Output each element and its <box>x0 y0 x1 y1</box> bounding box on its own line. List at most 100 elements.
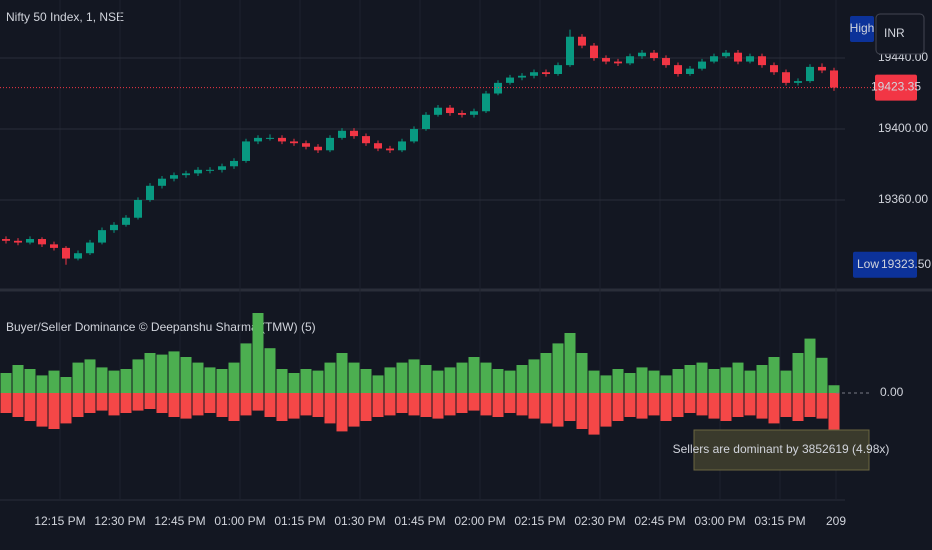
volume-bar <box>648 393 660 416</box>
candle-body <box>266 137 274 139</box>
volume-bar <box>336 353 348 393</box>
candle-body <box>14 240 22 243</box>
volume-bar <box>492 393 504 417</box>
volume-bar <box>96 367 108 393</box>
volume-bar <box>132 393 144 411</box>
volume-bar <box>444 393 456 416</box>
volume-bar <box>240 393 252 416</box>
candle-body <box>518 75 526 78</box>
volume-bar <box>252 313 264 393</box>
volume-bar <box>492 369 504 393</box>
volume-bar <box>456 362 468 393</box>
candle-body <box>350 130 358 137</box>
volume-bar <box>528 393 540 419</box>
low-box <box>853 251 917 278</box>
volume-bar <box>72 393 84 417</box>
candle-body <box>134 199 142 218</box>
x-tick-label: 02:45 PM <box>634 514 685 528</box>
volume-bar <box>180 357 192 393</box>
volume-bar <box>48 393 60 429</box>
volume-bar <box>228 362 240 393</box>
x-tick-label: 03:15 PM <box>754 514 805 528</box>
volume-bar <box>504 393 516 413</box>
candle-body <box>74 253 82 259</box>
candle-body <box>26 239 34 243</box>
high-label: High <box>850 21 875 35</box>
volume-bar <box>804 338 816 393</box>
volume-bar <box>612 369 624 393</box>
volume-bar <box>696 393 708 416</box>
volume-bar <box>36 375 48 393</box>
volume-bar <box>420 365 432 393</box>
x-tick-label: 209 <box>826 514 846 528</box>
volume-bar <box>48 370 60 393</box>
volume-bar <box>300 393 312 416</box>
volume-bar <box>324 362 336 393</box>
volume-bar <box>96 393 108 411</box>
volume-bar <box>708 393 720 419</box>
volume-bar <box>696 362 708 393</box>
volume-bar <box>468 393 480 411</box>
volume-bar <box>360 393 372 421</box>
candle-body <box>314 146 322 151</box>
volume-bar <box>408 393 420 416</box>
candle-body <box>158 178 166 186</box>
volume-bar <box>816 357 828 393</box>
volume-bar <box>12 393 24 417</box>
candle-body <box>734 52 742 62</box>
volume-bar <box>216 393 228 417</box>
volume-bar <box>804 393 816 417</box>
volume-bar <box>372 393 384 417</box>
volume-bar <box>732 362 744 393</box>
volume-bar <box>348 393 360 427</box>
candle-body <box>170 175 178 179</box>
candle-body <box>782 72 790 83</box>
low-name: Low <box>857 257 879 271</box>
candle-body <box>674 65 682 74</box>
volume-bar <box>792 353 804 393</box>
volume-bar <box>552 343 564 393</box>
volume-bar <box>84 359 96 393</box>
volume-bar <box>480 362 492 393</box>
volume-bar <box>132 359 144 393</box>
candle-body <box>818 66 826 71</box>
candle-body <box>362 136 370 144</box>
indicator-title: Buyer/Seller Dominance © Deepanshu Sharm… <box>6 320 316 334</box>
volume-bar <box>816 393 828 419</box>
volume-bar <box>0 373 12 393</box>
candle-body <box>770 65 778 73</box>
candle-body <box>206 169 214 171</box>
currency-button[interactable] <box>875 13 925 55</box>
candle-body <box>122 217 130 225</box>
volume-bar <box>576 353 588 393</box>
symbol-title: Nifty 50 Index, 1, NSE <box>6 10 124 24</box>
volume-bar <box>756 365 768 393</box>
x-tick-label: 03:00 PM <box>694 514 745 528</box>
x-tick-label: 02:15 PM <box>514 514 565 528</box>
volume-bar <box>564 333 576 393</box>
volume-bar <box>84 393 96 413</box>
volume-bar <box>564 393 576 421</box>
volume-bar <box>636 367 648 393</box>
candle-body <box>470 111 478 115</box>
candle-body <box>650 52 658 59</box>
y-tick-label: 19360.00 <box>878 192 928 206</box>
candle-body <box>62 247 70 259</box>
volume-bar <box>432 393 444 419</box>
candle-body <box>602 58 610 62</box>
volume-bar <box>636 393 648 419</box>
volume-bar <box>216 369 228 393</box>
volume-bar <box>516 365 528 393</box>
volume-bar <box>672 393 684 417</box>
volume-bar <box>720 393 732 421</box>
volume-bar <box>396 393 408 413</box>
volume-bar <box>792 393 804 421</box>
volume-bar <box>204 393 216 413</box>
volume-bar <box>36 393 48 427</box>
volume-bar <box>108 370 120 393</box>
volume-bar <box>288 373 300 393</box>
y-tick-label: 19400.00 <box>878 121 928 135</box>
volume-bar <box>588 370 600 393</box>
annotation-box <box>693 429 870 471</box>
